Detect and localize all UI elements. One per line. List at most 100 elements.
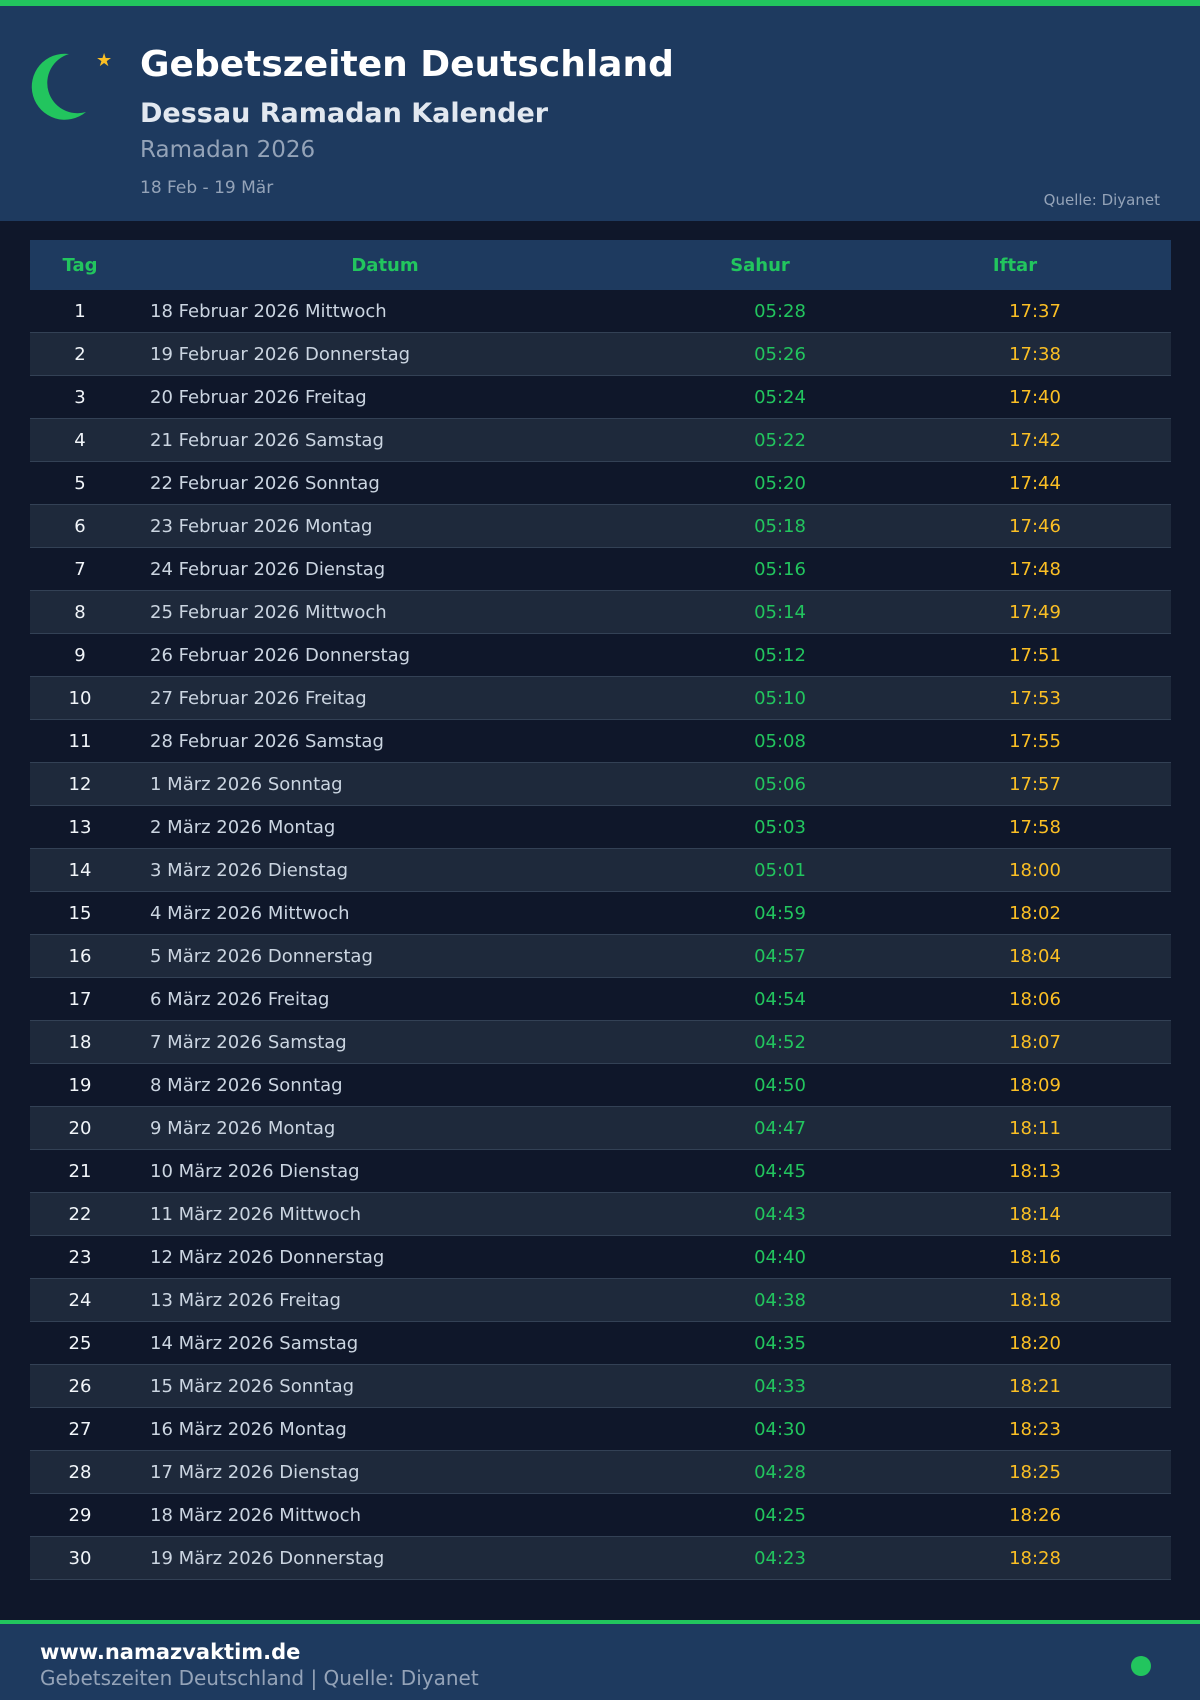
cell-datum: 19 Februar 2026 Donnerstag [150,343,411,365]
crescent-moon-icon [31,53,86,120]
cell-sahur: 05:20 [754,472,806,494]
cell-datum: 13 März 2026 Freitag [150,1289,341,1311]
cell-tag: 14 [68,859,92,881]
cell-datum: 26 Februar 2026 Donnerstag [150,644,411,666]
cell-sahur: 05:16 [754,558,806,580]
cell-tag: 19 [68,1074,92,1096]
cell-datum: 20 Februar 2026 Freitag [150,386,367,408]
ramadan-calendar-table: Tag Datum Sahur Iftar 1 18 Februar 2026 M… [30,240,1171,1580]
cell-sahur: 04:43 [754,1203,806,1225]
cell-sahur: 04:54 [754,988,806,1010]
cell-datum: 22 Februar 2026 Sonntag [150,472,380,494]
cell-tag: 6 [74,515,86,537]
cell-iftar: 18:26 [1009,1504,1061,1526]
cell-iftar: 17:42 [1009,429,1061,451]
cell-tag: 25 [68,1332,92,1354]
page-subtitle: Dessau Ramadan Kalender [140,98,549,129]
cell-sahur: 04:28 [754,1461,806,1483]
cell-datum: 3 März 2026 Dienstag [150,859,349,881]
cell-datum: 19 März 2026 Donnerstag [150,1547,385,1569]
cell-iftar: 18:18 [1009,1289,1061,1311]
table-row: 10 27 Februar 2026 Freitag 05:10 17:53 [30,677,1171,720]
table-body: 1 18 Februar 2026 Mittwoch 05:28 17:37 2 19 F… [30,290,1171,1580]
cell-sahur: 05:24 [754,386,806,408]
cell-tag: 21 [68,1160,92,1182]
cell-sahur: 05:03 [754,816,806,838]
cell-datum: 24 Februar 2026 Dienstag [150,558,386,580]
cell-iftar: 18:20 [1009,1332,1061,1354]
cell-iftar: 17:57 [1009,773,1061,795]
cell-datum: 12 März 2026 Donnerstag [150,1246,385,1268]
table-row: 23 12 März 2026 Donnerstag 04:40 18:16 [30,1236,1171,1279]
cell-tag: 4 [74,429,86,451]
cell-datum: 5 März 2026 Donnerstag [150,945,373,967]
cell-datum: 17 März 2026 Dienstag [150,1461,360,1483]
table-row: 3 20 Februar 2026 Freitag 05:24 17:40 [30,376,1171,419]
table-row: 4 21 Februar 2026 Samstag 05:22 17:42 [30,419,1171,462]
cell-tag: 3 [74,386,86,408]
table-row: 25 14 März 2026 Samstag 04:35 18:20 [30,1322,1171,1365]
page-title: Gebetszeiten Deutschland [140,44,674,85]
footer-tagline: Gebetszeiten Deutschland | Quelle: Diyan… [40,1666,479,1690]
season-label: Ramadan 2026 [140,137,316,163]
cell-tag: 10 [68,687,92,709]
cell-tag: 23 [68,1246,92,1268]
cell-tag: 12 [68,773,92,795]
cell-datum: 25 Februar 2026 Mittwoch [150,601,387,623]
cell-tag: 11 [68,730,92,752]
cell-tag: 1 [74,300,86,322]
cell-datum: 23 Februar 2026 Montag [150,515,373,537]
cell-iftar: 18:14 [1009,1203,1061,1225]
cell-tag: 15 [68,902,92,924]
table-row: 30 19 März 2026 Donnerstag 04:23 18:28 [30,1537,1171,1580]
table-row: 19 8 März 2026 Sonntag 04:50 18:09 [30,1064,1171,1107]
cell-sahur: 05:10 [754,687,806,709]
cell-tag: 30 [68,1547,92,1569]
cell-iftar: 18:25 [1009,1461,1061,1483]
cell-iftar: 17:58 [1009,816,1061,838]
cell-iftar: 18:21 [1009,1375,1061,1397]
table-row: 24 13 März 2026 Freitag 04:38 18:18 [30,1279,1171,1322]
table-row: 28 17 März 2026 Dienstag 04:28 18:25 [30,1451,1171,1494]
cell-iftar: 18:04 [1009,945,1061,967]
cell-iftar: 17:55 [1009,730,1061,752]
cell-tag: 28 [68,1461,92,1483]
table-row: 26 15 März 2026 Sonntag 04:33 18:21 [30,1365,1171,1408]
table-row: 27 16 März 2026 Montag 04:30 18:23 [30,1408,1171,1451]
cell-datum: 18 Februar 2026 Mittwoch [150,300,387,322]
cell-iftar: 18:09 [1009,1074,1061,1096]
cell-datum: 28 Februar 2026 Samstag [150,730,384,752]
table-row: 22 11 März 2026 Mittwoch 04:43 18:14 [30,1193,1171,1236]
table-row: 16 5 März 2026 Donnerstag 04:57 18:04 [30,935,1171,978]
cell-sahur: 05:08 [754,730,806,752]
cell-iftar: 17:49 [1009,601,1061,623]
cell-sahur: 05:14 [754,601,806,623]
table-row: 11 28 Februar 2026 Samstag 05:08 17:55 [30,720,1171,763]
cell-tag: 27 [68,1418,92,1440]
cell-iftar: 18:02 [1009,902,1061,924]
cell-datum: 10 März 2026 Dienstag [150,1160,360,1182]
cell-sahur: 05:06 [754,773,806,795]
cell-iftar: 17:51 [1009,644,1061,666]
footer-site-link[interactable]: www.namazvaktim.de [40,1640,301,1664]
cell-sahur: 04:59 [754,902,806,924]
cell-iftar: 17:40 [1009,386,1061,408]
cell-iftar: 18:16 [1009,1246,1061,1268]
status-dot-icon [1131,1656,1151,1676]
page-footer: www.namazvaktim.de Gebetszeiten Deutschl… [0,1624,1200,1700]
table-header: Tag Datum Sahur Iftar [30,240,1171,290]
cell-sahur: 05:01 [754,859,806,881]
table-row: 12 1 März 2026 Sonntag 05:06 17:57 [30,763,1171,806]
cell-sahur: 05:18 [754,515,806,537]
cell-sahur: 04:47 [754,1117,806,1139]
cell-datum: 9 März 2026 Montag [150,1117,336,1139]
cell-iftar: 17:37 [1009,300,1061,322]
cell-sahur: 04:35 [754,1332,806,1354]
column-header-datum: Datum [351,254,419,276]
cell-datum: 2 März 2026 Montag [150,816,336,838]
cell-tag: 26 [68,1375,92,1397]
cell-tag: 17 [68,988,92,1010]
cell-tag: 5 [74,472,86,494]
cell-sahur: 04:33 [754,1375,806,1397]
table-row: 18 7 März 2026 Samstag 04:52 18:07 [30,1021,1171,1064]
